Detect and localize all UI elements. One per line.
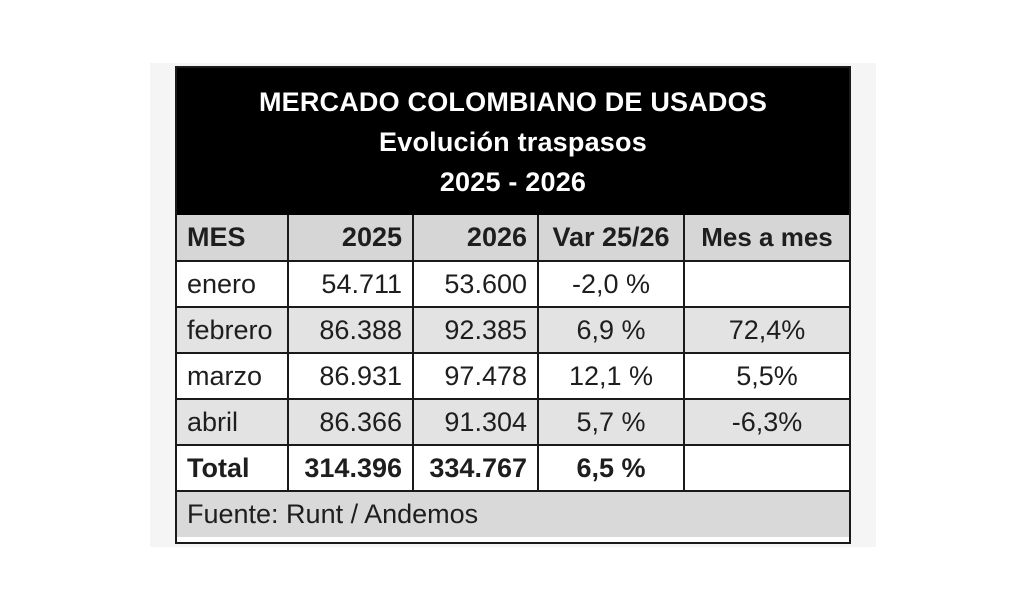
header-2026: 2026	[412, 215, 539, 262]
cell-mes: marzo	[177, 352, 289, 400]
cell-total-label: Total	[177, 444, 289, 492]
cell-2025: 86.931	[287, 352, 414, 400]
table-subtitle: Evolución traspasos	[379, 126, 647, 157]
header-mes: MES	[177, 215, 289, 262]
cell-2026: 91.304	[412, 398, 539, 446]
cell-2025: 54.711	[287, 260, 414, 308]
cell-mes: abril	[177, 398, 289, 446]
cell-mes-a-mes: 72,4%	[683, 306, 849, 354]
header-2025: 2025	[287, 215, 414, 262]
cell-total-var: 6,5 %	[537, 444, 685, 492]
cell-mes-a-mes: 5,5%	[683, 352, 849, 400]
cell-total-2026: 334.767	[412, 444, 539, 492]
source-row: Fuente: Runt / Andemos	[177, 490, 849, 537]
cell-2026: 53.600	[412, 260, 539, 308]
table-row: febrero 86.388 92.385 6,9 % 72,4%	[177, 306, 849, 354]
table-period: 2025 - 2026	[439, 166, 587, 197]
cell-mes: enero	[177, 260, 289, 308]
table-title: MERCADO COLOMBIANO DE USADOS	[258, 86, 768, 117]
source-note: Fuente: Runt / Andemos	[177, 490, 849, 537]
cell-mes-a-mes	[683, 260, 849, 308]
cell-total-2025: 314.396	[287, 444, 414, 492]
cell-mes: febrero	[177, 306, 289, 354]
cell-var: 5,7 %	[537, 398, 685, 446]
traspasos-table: MES 2025 2026 Var 25/26 Mes a mes enero …	[177, 215, 849, 537]
table-row: enero 54.711 53.600 -2,0 %	[177, 260, 849, 308]
cell-var: -2,0 %	[537, 260, 685, 308]
table-row: marzo 86.931 97.478 12,1 % 5,5%	[177, 352, 849, 400]
cell-2026: 97.478	[412, 352, 539, 400]
table-title-block: MERCADO COLOMBIANO DE USADOS Evolución t…	[177, 68, 849, 215]
cell-mes-a-mes: -6,3%	[683, 398, 849, 446]
cell-var: 6,9 %	[537, 306, 685, 354]
total-row: Total 314.396 334.767 6,5 %	[177, 444, 849, 492]
table-row: abril 86.366 91.304 5,7 % -6,3%	[177, 398, 849, 446]
cell-total-mes-a-mes	[683, 444, 849, 492]
header-row: MES 2025 2026 Var 25/26 Mes a mes	[177, 215, 849, 262]
header-mes-a-mes: Mes a mes	[683, 215, 849, 262]
cell-2025: 86.366	[287, 398, 414, 446]
cell-2025: 86.388	[287, 306, 414, 354]
header-var: Var 25/26	[537, 215, 685, 262]
cell-var: 12,1 %	[537, 352, 685, 400]
cell-2026: 92.385	[412, 306, 539, 354]
data-table: MERCADO COLOMBIANO DE USADOS Evolución t…	[175, 66, 851, 544]
